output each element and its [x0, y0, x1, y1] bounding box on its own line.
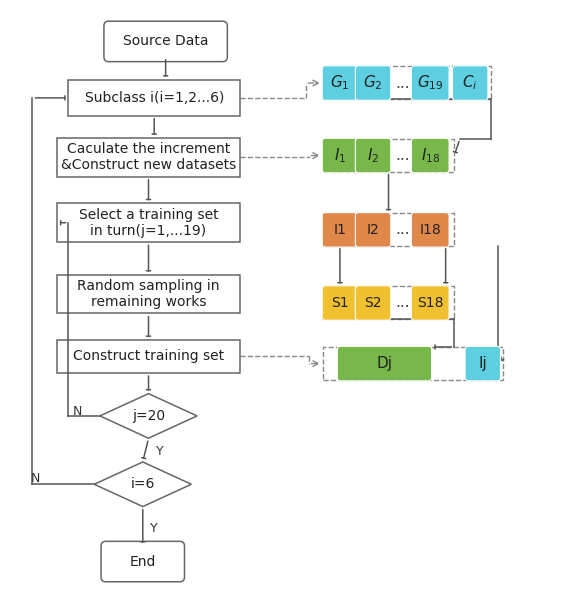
FancyBboxPatch shape	[411, 286, 449, 320]
Bar	[57, 340, 240, 373]
Text: I18: I18	[419, 223, 441, 237]
Text: $G_2$: $G_2$	[364, 74, 383, 92]
Text: I1: I1	[334, 223, 346, 237]
Bar	[323, 286, 454, 319]
Text: Source Data: Source Data	[123, 34, 208, 49]
Text: Y: Y	[150, 523, 158, 535]
Text: $C_i$: $C_i$	[462, 74, 478, 92]
Text: Dj: Dj	[377, 356, 392, 371]
FancyBboxPatch shape	[355, 66, 391, 100]
FancyBboxPatch shape	[411, 212, 449, 247]
Text: $G_{19}$: $G_{19}$	[417, 74, 444, 92]
Text: Construct training set: Construct training set	[73, 349, 224, 364]
Text: i=6: i=6	[130, 477, 155, 491]
Text: Ij: Ij	[478, 356, 487, 371]
FancyBboxPatch shape	[322, 139, 358, 173]
Text: Subclass i(i=1,2...6): Subclass i(i=1,2...6)	[84, 91, 224, 105]
Text: Random sampling in
remaining works: Random sampling in remaining works	[77, 279, 220, 309]
Text: $G_1$: $G_1$	[330, 74, 350, 92]
Text: I2: I2	[367, 223, 380, 237]
Bar	[323, 347, 503, 380]
Bar	[57, 203, 240, 242]
FancyBboxPatch shape	[355, 212, 391, 247]
Polygon shape	[100, 394, 197, 438]
Bar	[57, 275, 240, 313]
Bar	[69, 80, 240, 116]
Text: Caculate the increment
&Construct new datasets: Caculate the increment &Construct new da…	[61, 142, 236, 172]
Text: N: N	[72, 404, 81, 418]
Text: ...: ...	[395, 223, 410, 238]
Text: End: End	[130, 554, 156, 569]
Bar	[57, 138, 240, 176]
Text: N: N	[31, 472, 40, 485]
Text: S2: S2	[364, 296, 382, 310]
FancyBboxPatch shape	[355, 139, 391, 173]
Bar	[323, 213, 454, 246]
Text: ...: ...	[395, 148, 410, 163]
Text: j=20: j=20	[132, 409, 165, 423]
Text: S18: S18	[417, 296, 444, 310]
FancyBboxPatch shape	[355, 286, 391, 320]
FancyBboxPatch shape	[104, 21, 227, 62]
FancyBboxPatch shape	[411, 139, 449, 173]
FancyBboxPatch shape	[322, 286, 358, 320]
FancyBboxPatch shape	[452, 66, 488, 100]
Text: Select a training set
in turn(j=1,...19): Select a training set in turn(j=1,...19)	[78, 208, 218, 238]
FancyBboxPatch shape	[338, 346, 432, 381]
Text: $I_2$: $I_2$	[367, 146, 379, 165]
Text: $I_1$: $I_1$	[334, 146, 346, 165]
Bar	[323, 139, 454, 172]
FancyBboxPatch shape	[465, 346, 500, 381]
Text: Y: Y	[156, 445, 163, 458]
Text: ...: ...	[395, 76, 410, 91]
FancyBboxPatch shape	[411, 66, 449, 100]
Bar	[323, 67, 492, 99]
FancyBboxPatch shape	[322, 66, 358, 100]
Text: ...: ...	[395, 295, 410, 310]
Text: $I_{18}$: $I_{18}$	[421, 146, 440, 165]
Text: S1: S1	[331, 296, 349, 310]
FancyBboxPatch shape	[322, 212, 358, 247]
Polygon shape	[94, 462, 192, 506]
FancyBboxPatch shape	[101, 541, 185, 582]
